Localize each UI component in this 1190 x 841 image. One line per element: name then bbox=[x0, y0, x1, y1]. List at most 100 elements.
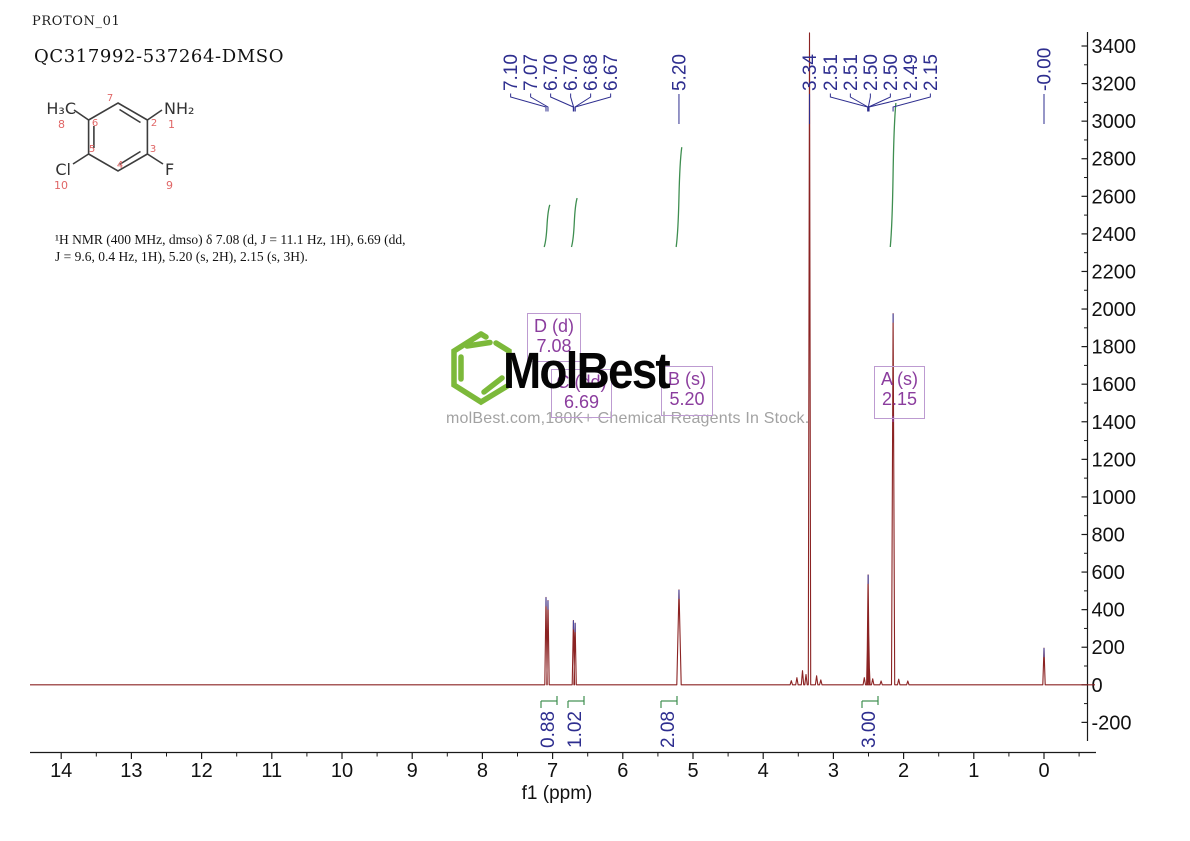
y-axis-tick-label: 1800 bbox=[1092, 337, 1137, 359]
y-axis-tick-label: 2600 bbox=[1092, 186, 1137, 208]
x-axis-tick-label: 6 bbox=[617, 760, 628, 782]
peak-label-connector bbox=[530, 93, 549, 112]
peak-shift-label: 5.20 bbox=[669, 54, 690, 91]
y-axis-tick-label: 3400 bbox=[1092, 36, 1137, 58]
y-axis-tick-label: 1400 bbox=[1092, 412, 1137, 434]
peak-shift-label: 7.07 bbox=[521, 54, 542, 91]
x-axis-tick-label: 14 bbox=[50, 760, 72, 782]
y-axis-tick-label: 2400 bbox=[1092, 224, 1137, 246]
spectrum-trace bbox=[30, 32, 1095, 686]
multiplet-shift: 5.20 bbox=[669, 389, 705, 409]
integral-curve bbox=[675, 147, 683, 248]
svg-text:10: 10 bbox=[54, 179, 68, 192]
y-axis-tick-label: 3200 bbox=[1092, 74, 1137, 96]
x-axis-tick-label: 5 bbox=[687, 760, 698, 782]
y-axis-tick-label: 600 bbox=[1092, 562, 1125, 584]
multiplet-box-C: C (dd) 6.69 bbox=[551, 369, 612, 418]
x-axis-tick-label: 8 bbox=[477, 760, 488, 782]
peak-label-connector bbox=[550, 93, 574, 112]
peak-label-connector bbox=[570, 93, 575, 112]
peak-shift-label: 2.51 bbox=[841, 54, 862, 91]
y-axis-tick-label: 1200 bbox=[1092, 449, 1137, 471]
multiplet-id: A (s) bbox=[880, 369, 918, 389]
x-axis-tick-label: 2 bbox=[898, 760, 909, 782]
y-axis-tick-label: 800 bbox=[1092, 524, 1125, 546]
x-axis-tick-label: 10 bbox=[331, 760, 353, 782]
peak-shift-label: 6.70 bbox=[541, 54, 562, 91]
amine-label: NH₂ bbox=[164, 99, 194, 118]
y-axis-tick-label: 0 bbox=[1092, 675, 1103, 697]
peak-shift-label: 6.70 bbox=[561, 54, 582, 91]
peak-shift-label: 2.50 bbox=[881, 54, 902, 91]
benzene-ring bbox=[72, 102, 164, 172]
x-axis-tick-label: 11 bbox=[261, 760, 282, 782]
peak-shift-label: 2.15 bbox=[921, 54, 942, 91]
y-axis-tick-label: 200 bbox=[1092, 637, 1125, 659]
x-axis-tick-label: 7 bbox=[547, 760, 558, 782]
citation-line1: ¹H NMR (400 MHz, dmso) δ 7.08 (d, J = 11… bbox=[55, 232, 406, 247]
peak-label-connector bbox=[510, 93, 547, 112]
molecule-structure: H₃C NH₂ Cl F 8 1 10 9 7 2 3 4 5 6 bbox=[46, 93, 194, 192]
multiplet-shift: 6.69 bbox=[563, 392, 600, 412]
integral-value-label: 3.00 bbox=[859, 711, 880, 748]
integral-value-label: 1.02 bbox=[565, 711, 586, 748]
peak-label-connector bbox=[574, 93, 612, 112]
peak-shift-label: 6.67 bbox=[601, 54, 622, 91]
integral-value-label: 2.08 bbox=[658, 711, 679, 748]
methyl-label: H₃C bbox=[46, 99, 76, 118]
experiment-name: PROTON_01 bbox=[32, 14, 121, 29]
svg-text:1: 1 bbox=[168, 118, 175, 131]
chloro-label: Cl bbox=[55, 160, 71, 179]
multiplet-shift: 2.15 bbox=[881, 389, 918, 409]
peak-shift-label: -0.00 bbox=[1035, 48, 1056, 91]
watermark-tagline: molBest.com,180K+ Chemical Reagents In S… bbox=[446, 410, 810, 427]
multiplet-shift: 7.08 bbox=[536, 336, 572, 356]
x-axis-tick-label: 1 bbox=[968, 760, 979, 782]
x-axis-tick-label: 4 bbox=[758, 760, 769, 782]
svg-text:6: 6 bbox=[92, 118, 98, 129]
svg-text:2: 2 bbox=[151, 118, 157, 129]
peak-label-connector bbox=[892, 93, 931, 112]
svg-text:3: 3 bbox=[150, 144, 156, 155]
svg-text:8: 8 bbox=[58, 118, 65, 131]
svg-text:9: 9 bbox=[166, 179, 173, 192]
y-axis-tick-label: 2200 bbox=[1092, 261, 1137, 283]
multiplet-id: B (s) bbox=[668, 369, 706, 389]
sample-id: QC317992-537264-DMSO bbox=[34, 46, 285, 67]
peak-shift-label: 6.68 bbox=[581, 54, 602, 91]
peak-label-connector bbox=[849, 93, 869, 112]
y-axis-tick-label: 2000 bbox=[1092, 299, 1137, 321]
y-axis-tick-label: 3000 bbox=[1092, 111, 1137, 133]
peak-shift-label: 2.51 bbox=[821, 54, 842, 91]
ring-position-numbers: 7 2 3 4 5 6 bbox=[89, 93, 157, 171]
fluoro-label: F bbox=[165, 160, 174, 179]
integral-curve bbox=[543, 204, 551, 248]
x-axis-tick-label: 13 bbox=[120, 760, 142, 782]
integral-curve bbox=[889, 102, 897, 248]
x-axis-tick-label: 12 bbox=[190, 760, 212, 782]
multiplet-box-B: B (s) 5.20 bbox=[661, 366, 713, 416]
peak-shift-label: 7.10 bbox=[501, 54, 522, 91]
x-axis-tick-label: 0 bbox=[1038, 760, 1049, 782]
peak-shift-label: 2.50 bbox=[861, 54, 882, 91]
integral-curve bbox=[570, 197, 578, 248]
y-axis-tick-label: 1600 bbox=[1092, 374, 1137, 396]
y-axis-tick-label: 1000 bbox=[1092, 487, 1137, 509]
peak-shift-label: 2.49 bbox=[901, 54, 922, 91]
peak-label-connector bbox=[868, 93, 911, 112]
peak-shift-label: 3.34 bbox=[800, 54, 821, 91]
y-axis-tick-label: -200 bbox=[1092, 712, 1132, 734]
logo-wordmark: MolBest bbox=[503, 342, 671, 399]
substituent-labels: H₃C NH₂ Cl F bbox=[46, 99, 194, 179]
atom-numbers: 8 1 10 9 bbox=[54, 118, 175, 192]
x-axis-title: f1 (ppm) bbox=[522, 783, 593, 804]
logo-benzene-icon bbox=[451, 331, 512, 406]
svg-text:7: 7 bbox=[107, 93, 113, 104]
multiplet-box-D: D (d) 7.08 bbox=[527, 313, 581, 362]
svg-text:5: 5 bbox=[89, 144, 95, 155]
nmr-citation: ¹H NMR (400 MHz, dmso) δ 7.08 (d, J = 11… bbox=[55, 231, 467, 265]
peak-label-connector bbox=[829, 93, 869, 112]
svg-text:4: 4 bbox=[117, 160, 123, 171]
